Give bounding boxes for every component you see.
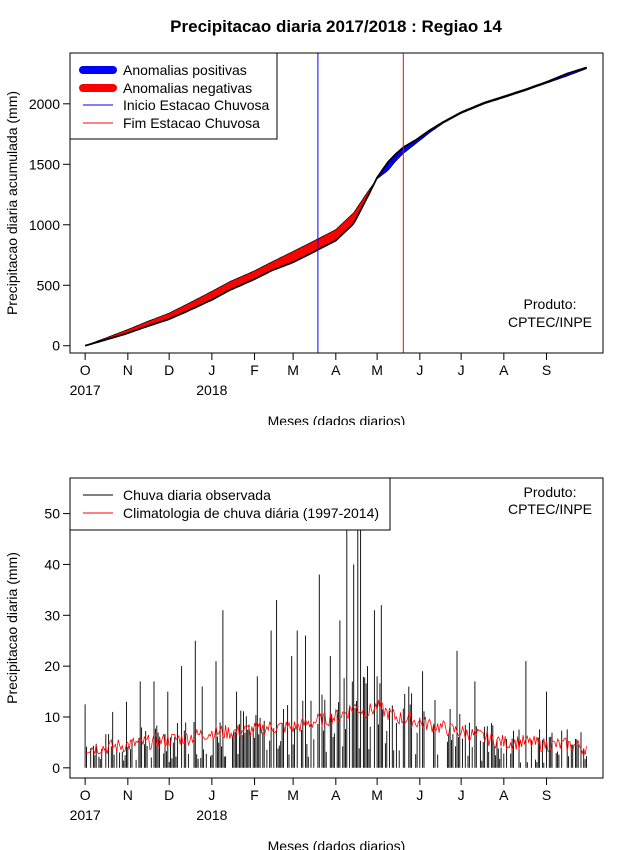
x-tick-label: J bbox=[208, 362, 215, 378]
y-tick-label: 0 bbox=[52, 760, 60, 776]
x-tick-label: J bbox=[416, 362, 423, 378]
y-axis-label: Precipitacao diaria acumulada (mm) bbox=[4, 91, 20, 315]
x-tick-label: S bbox=[542, 787, 551, 803]
chart-title: Precipitacao diaria 2017/2018 : Regiao 1… bbox=[170, 17, 502, 36]
year-label: 2018 bbox=[196, 807, 227, 823]
legend-label: Climatologia de chuva diária (1997-2014) bbox=[123, 505, 379, 521]
y-tick-label: 30 bbox=[44, 607, 60, 623]
positive-anomaly-area bbox=[374, 67, 587, 184]
legend-box bbox=[69, 477, 391, 531]
legend-label: Chuva diaria observada bbox=[123, 487, 271, 503]
y-tick-label: 0 bbox=[52, 338, 60, 354]
legend-label: Inicio Estacao Chuvosa bbox=[123, 97, 270, 113]
climatology-line bbox=[84, 700, 587, 756]
x-tick-label: O bbox=[80, 787, 91, 803]
x-tick-label: J bbox=[416, 787, 423, 803]
product-source-label: CPTEC/INPE bbox=[508, 501, 592, 517]
plot-frame bbox=[69, 52, 604, 354]
x-tick-label: M bbox=[287, 362, 299, 378]
x-axis-label: Meses (dados diarios) bbox=[268, 413, 406, 425]
x-tick-label: F bbox=[250, 787, 259, 803]
x-tick-label: J bbox=[458, 787, 465, 803]
x-tick-label: D bbox=[164, 787, 174, 803]
y-tick-label: 500 bbox=[37, 277, 61, 293]
x-tick-label: M bbox=[371, 362, 383, 378]
y-tick-label: 50 bbox=[44, 506, 60, 522]
legend-label: Anomalias positivas bbox=[123, 62, 247, 78]
daily-precipitation-chart: 0 10 20 30 40 50 O N D J F M A M J J A S 2017 2018 Meses (da… bbox=[4, 477, 604, 850]
negative-anomaly-area bbox=[84, 181, 375, 347]
cumulative-precipitation-chart: Precipitacao diaria 2017/2018 : Regiao 1… bbox=[4, 17, 604, 425]
x-tick-label: A bbox=[499, 362, 509, 378]
y-tick-label: 1000 bbox=[29, 217, 60, 233]
y-tick-label: 1500 bbox=[29, 156, 60, 172]
product-source-label: CPTEC/INPE bbox=[508, 314, 592, 330]
x-tick-label: J bbox=[458, 362, 465, 378]
x-tick-label: D bbox=[164, 362, 174, 378]
y-tick-label: 10 bbox=[44, 709, 60, 725]
product-label: Produto: bbox=[524, 296, 577, 312]
x-axis-label: Meses (dados diarios) bbox=[268, 838, 406, 850]
year-label: 2017 bbox=[70, 382, 101, 398]
x-tick-label: N bbox=[123, 362, 133, 378]
legend-label: Fim Estacao Chuvosa bbox=[123, 115, 260, 131]
year-label: 2017 bbox=[70, 807, 101, 823]
x-tick-label: A bbox=[331, 362, 341, 378]
x-tick-label: A bbox=[331, 787, 341, 803]
bars-group bbox=[84, 478, 587, 768]
x-tick-label: M bbox=[287, 787, 299, 803]
y-tick-label: 2000 bbox=[29, 96, 60, 112]
legend: Chuva diaria observada Climatologia de ch… bbox=[69, 477, 391, 531]
legend: Anomalias positivas Anomalias negativasIn… bbox=[69, 52, 278, 140]
x-tick-label: J bbox=[208, 787, 215, 803]
y-tick-label: 40 bbox=[44, 556, 60, 572]
x-tick-label: M bbox=[371, 787, 383, 803]
observed-cumulative-line bbox=[84, 66, 587, 347]
y-axis-label: Precipitacao diaria (mm) bbox=[4, 552, 20, 704]
product-label: Produto: bbox=[524, 484, 577, 500]
x-tick-label: F bbox=[250, 362, 259, 378]
x-tick-label: N bbox=[123, 787, 133, 803]
legend-label: Anomalias negativas bbox=[123, 80, 252, 96]
x-tick-label: S bbox=[542, 362, 551, 378]
x-tick-label: A bbox=[499, 787, 509, 803]
year-label: 2018 bbox=[196, 382, 227, 398]
x-tick-label: O bbox=[80, 362, 91, 378]
y-tick-label: 20 bbox=[44, 658, 60, 674]
